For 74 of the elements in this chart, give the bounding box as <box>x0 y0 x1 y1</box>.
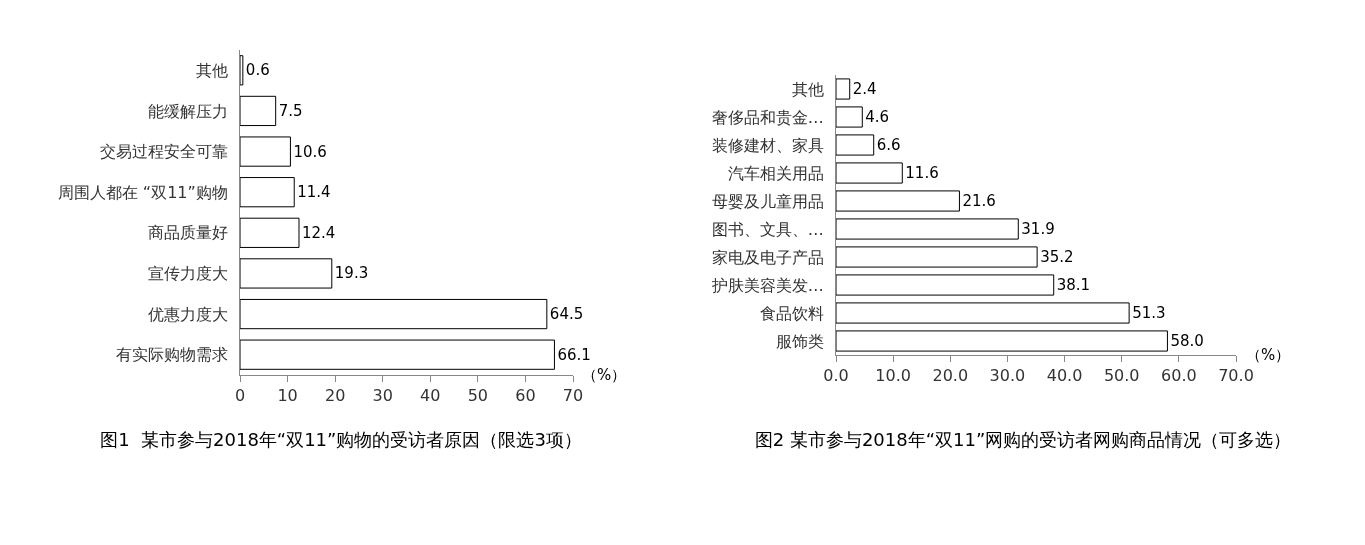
x-tick-label: 60 <box>515 386 536 406</box>
bar <box>836 162 903 184</box>
x-axis-title: （%） <box>582 366 627 384</box>
bar <box>836 78 851 100</box>
bar <box>240 55 244 86</box>
x-tick-label: 60.0 <box>1161 366 1197 386</box>
y-tick-label: 服饰类 <box>775 331 824 351</box>
x-tick-label: 20 <box>324 386 346 406</box>
text: 图1 某市参与2018年“双11”购物的受访者原因（限选3项） <box>100 429 582 451</box>
bar <box>240 298 548 330</box>
data-label: 0.6 <box>245 61 270 80</box>
x-tick-label: 50 <box>467 386 489 406</box>
data-label: 12.4 <box>301 223 336 242</box>
bar <box>836 274 1055 296</box>
bar <box>836 330 1168 352</box>
y-tick-label: 能缓解压力 <box>147 101 228 121</box>
y-tick-label: 图书、文具、… <box>711 219 824 239</box>
bar <box>240 217 300 248</box>
data-label: 64.5 <box>549 305 584 324</box>
data-label: 66.1 <box>557 345 591 364</box>
x-tick-label: 10.0 <box>875 366 911 386</box>
data-label: 7.5 <box>278 101 303 120</box>
y-tick-label: 优惠力度大 <box>147 304 228 324</box>
bar <box>836 218 1019 240</box>
x-tick-label: 30.0 <box>989 366 1026 386</box>
bar <box>240 258 333 289</box>
data-label: 10.6 <box>293 142 327 161</box>
x-tick-label: 0.0 <box>823 366 849 386</box>
bar <box>836 106 863 128</box>
x-tick-label: 20.0 <box>932 366 969 386</box>
y-tick-label: 有实际购物需求 <box>115 345 228 365</box>
data-label: 19.3 <box>334 264 369 283</box>
bar <box>240 95 277 127</box>
data-label: 58.0 <box>1170 332 1204 350</box>
data-label: 11.6 <box>905 164 939 182</box>
bar <box>836 134 875 156</box>
y-tick-label: 其他 <box>791 79 824 99</box>
x-tick-label: 70.0 <box>1218 366 1254 386</box>
y-tick-label: 家电及电子产品 <box>711 247 824 267</box>
text: 图2 某市参与2018年“双11”网购的受访者网购商品情况（可多选） <box>754 429 1292 451</box>
y-tick-label: 汽车相关用品 <box>727 163 824 183</box>
bar <box>836 190 960 212</box>
x-tick-label: 70 <box>562 386 584 406</box>
x-tick-label: 40.0 <box>1046 366 1083 386</box>
y-tick-label: 母婴及儿童用品 <box>711 191 824 211</box>
y-tick-label: 其他 <box>195 60 228 80</box>
y-tick-label: 食品饮料 <box>759 303 824 323</box>
x-tick-label: 0 <box>234 386 246 406</box>
bar <box>240 339 555 370</box>
y-tick-label: 商品质量好 <box>147 223 228 243</box>
data-label: 11.4 <box>297 183 331 202</box>
data-label: 21.6 <box>962 192 996 210</box>
data-label: 51.3 <box>1132 304 1166 322</box>
data-label: 2.4 <box>852 80 877 98</box>
data-label: 35.2 <box>1040 248 1074 266</box>
bar <box>240 136 291 167</box>
x-tick-label: 10 <box>277 386 298 406</box>
data-label: 38.1 <box>1056 276 1091 294</box>
x-tick-label: 50.0 <box>1103 366 1140 386</box>
y-tick-label: 奢侈品和贵金… <box>711 107 824 127</box>
bar <box>240 177 295 208</box>
y-tick-label: 交易过程安全可靠 <box>99 142 228 162</box>
y-tick-label: 护肤美容美发… <box>710 275 824 295</box>
data-label: 6.6 <box>876 136 901 154</box>
x-axis-title: （%） <box>1246 346 1291 364</box>
x-tick-label: 40 <box>420 386 441 406</box>
bar <box>836 246 1038 268</box>
x-tick-label: 30 <box>372 386 393 406</box>
data-label: 31.9 <box>1021 220 1055 238</box>
bar <box>836 302 1130 324</box>
y-tick-label: 宣传力度大 <box>147 264 228 284</box>
y-tick-label: 装修建材、家具 <box>711 135 824 155</box>
data-label: 4.6 <box>865 108 890 126</box>
y-tick-label: 周围人都在 “双11”购物 <box>57 182 228 202</box>
